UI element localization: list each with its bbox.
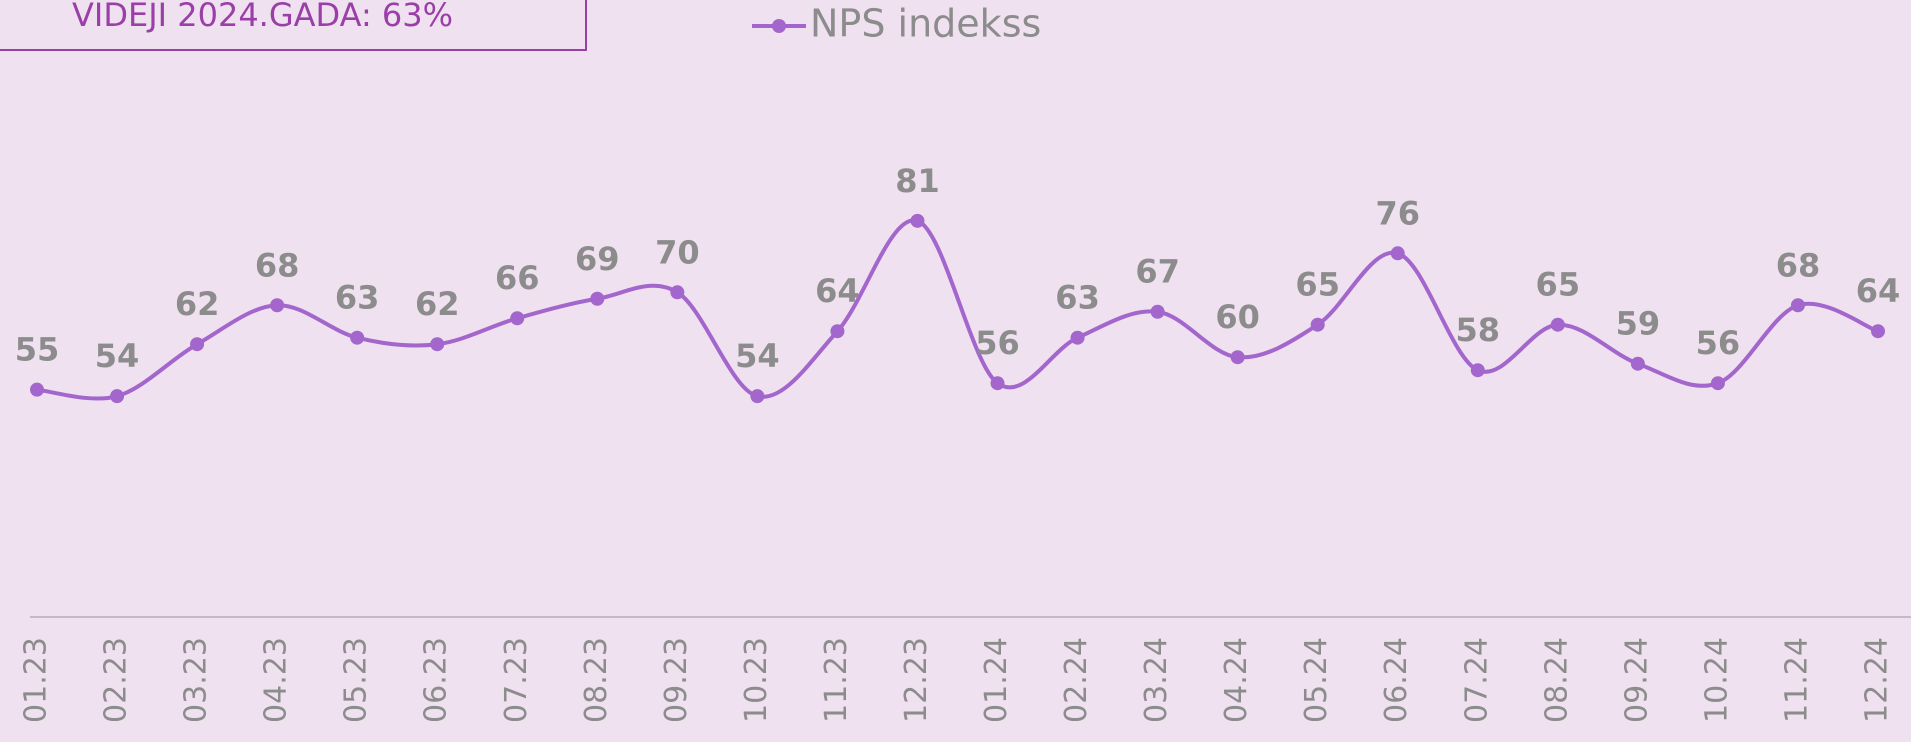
data-point [990, 376, 1005, 391]
legend-label: NPS indekss [810, 2, 1041, 46]
x-tick-label: 08.24 [1539, 637, 1574, 723]
data-label: 69 [575, 240, 620, 278]
data-label: 54 [735, 337, 780, 375]
data-label: 64 [1856, 272, 1901, 310]
data-point [750, 389, 765, 404]
x-tick-label: 07.23 [499, 637, 534, 723]
x-tick-label: 12.24 [1860, 637, 1895, 723]
data-point [510, 311, 525, 326]
x-tick-label: 05.24 [1299, 637, 1334, 723]
data-label: 63 [335, 279, 380, 317]
data-point [1630, 356, 1645, 371]
data-point [1390, 246, 1405, 261]
x-tick-label: 05.23 [339, 637, 374, 723]
data-label: 55 [15, 331, 60, 369]
x-tick-label: 02.23 [99, 637, 134, 723]
data-label: 58 [1456, 311, 1501, 349]
data-label: 54 [95, 337, 140, 375]
data-label: 56 [975, 324, 1020, 362]
data-label: 59 [1616, 305, 1661, 343]
x-tick-label: 09.23 [659, 637, 694, 723]
data-point [1150, 304, 1165, 319]
data-point [830, 324, 845, 339]
data-point [1790, 298, 1805, 313]
x-tick-label: 02.24 [1059, 637, 1094, 723]
data-label: 70 [655, 233, 700, 271]
data-point [1310, 317, 1325, 332]
data-point [190, 337, 205, 352]
data-point [30, 382, 44, 397]
data-point [110, 389, 125, 404]
x-tick-label: 11.24 [1779, 637, 1814, 723]
data-point [1550, 317, 1565, 332]
data-point [590, 291, 605, 306]
data-label: 67 [1135, 253, 1180, 291]
data-label: 65 [1295, 266, 1340, 304]
x-tick-label: 04.23 [259, 637, 294, 723]
data-label: 56 [1696, 324, 1741, 362]
data-point [270, 298, 285, 313]
data-label: 64 [815, 272, 860, 310]
data-point [1710, 376, 1725, 391]
series-line [36, 218, 1879, 401]
x-tick-label: 07.24 [1459, 637, 1494, 723]
x-tick-label: 10.24 [1699, 637, 1734, 723]
x-tick-label: 06.23 [419, 637, 454, 723]
x-tick-label: 08.23 [579, 637, 614, 723]
data-point [670, 285, 685, 300]
data-label: 65 [1536, 266, 1581, 304]
x-tick-label: 04.24 [1219, 637, 1254, 723]
x-tick-label: 01.23 [19, 637, 54, 723]
x-tick-label: 01.24 [979, 637, 1014, 723]
data-label: 62 [415, 285, 460, 323]
legend-marker [772, 19, 786, 33]
x-tick-label: 11.23 [819, 637, 854, 723]
data-label: 63 [1055, 279, 1100, 317]
data-label: 76 [1375, 194, 1420, 232]
x-tick-label: 12.23 [899, 637, 934, 723]
x-tick-label: 10.23 [739, 637, 774, 723]
x-tick-label: 06.24 [1379, 637, 1414, 723]
data-label: 81 [895, 162, 940, 200]
data-label: 68 [1776, 246, 1821, 284]
data-point [1230, 350, 1245, 365]
data-label: 60 [1215, 298, 1260, 336]
data-point [1070, 330, 1085, 345]
data-point [1871, 324, 1885, 339]
annotation: VIDEJI 2024.GADA: 63% [72, 0, 453, 34]
annotation-box [0, 0, 587, 51]
data-label: 68 [255, 246, 300, 284]
data-label: 62 [175, 285, 220, 323]
data-label: 66 [495, 259, 540, 297]
data-point [910, 213, 925, 228]
data-point [1470, 363, 1485, 378]
x-tick-label: 03.23 [179, 637, 214, 723]
data-point [430, 337, 445, 352]
x-tick-label: 03.24 [1139, 637, 1174, 723]
data-point [350, 330, 365, 345]
x-tick-label: 09.24 [1619, 637, 1654, 723]
